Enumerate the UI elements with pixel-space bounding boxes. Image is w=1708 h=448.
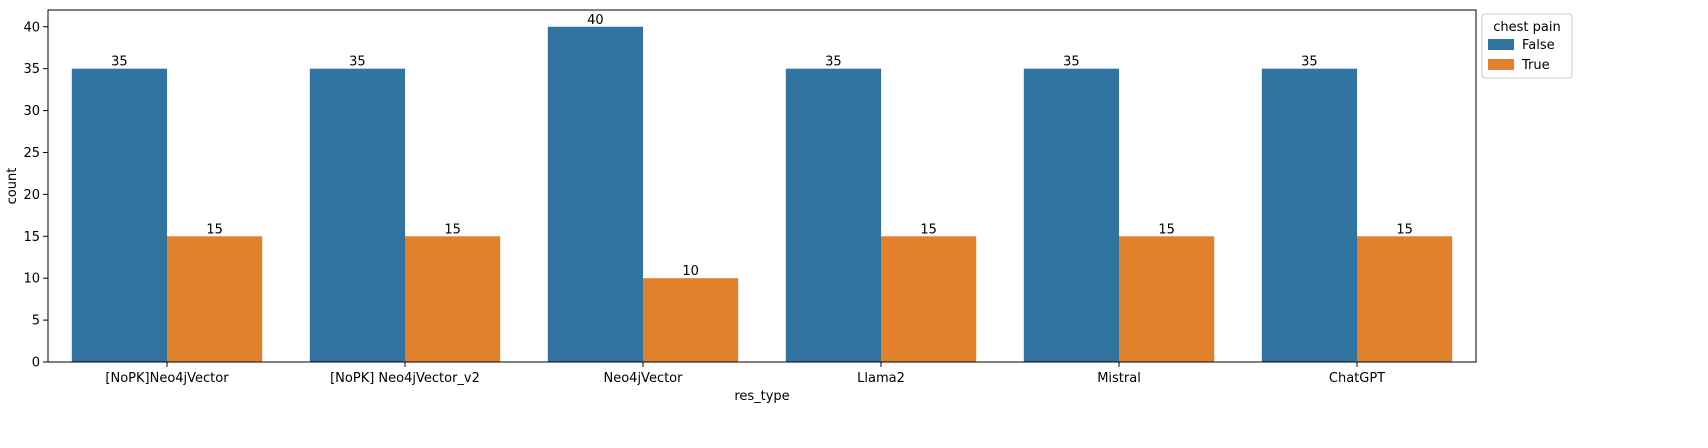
bar-value-label: 15 xyxy=(1158,222,1175,237)
x-tick-label: [NoPK]Neo4jVector xyxy=(105,371,229,386)
x-tick-label: Neo4jVector xyxy=(604,371,684,386)
bar-true-4 xyxy=(1119,236,1215,362)
bar-value-label: 40 xyxy=(587,13,604,28)
bar-true-1 xyxy=(405,236,501,362)
y-axis: 0 5 10 15 20 25 30 35 40 xyxy=(23,20,48,371)
x-axis-title: res_type xyxy=(734,389,789,404)
bar-value-label: 35 xyxy=(111,55,128,70)
y-tick-label: 15 xyxy=(23,230,40,245)
bar-value-label: 15 xyxy=(444,222,461,237)
bar-value-label: 35 xyxy=(349,55,366,70)
legend: chest pain False True xyxy=(1481,13,1573,79)
legend-title: chest pain xyxy=(1493,20,1560,35)
y-tick-label: 10 xyxy=(23,272,40,287)
y-axis-title: count xyxy=(5,168,20,205)
legend-label-true: True xyxy=(1521,58,1550,73)
y-tick-label: 20 xyxy=(23,188,40,203)
bar-false-5 xyxy=(1261,68,1357,363)
plot-frame xyxy=(47,9,1477,363)
bar-value-label: 35 xyxy=(825,55,842,70)
bar-false-0 xyxy=(71,68,167,363)
bar-true-5 xyxy=(1357,236,1453,362)
y-tick-label: 0 xyxy=(32,356,40,371)
legend-swatch-false xyxy=(1488,39,1514,50)
bar-true-0 xyxy=(167,236,263,362)
legend-items: False True xyxy=(1488,38,1555,73)
bar-value-label: 15 xyxy=(206,222,223,237)
y-tick-label: 40 xyxy=(23,20,40,35)
bar-value-label: 15 xyxy=(1396,222,1413,237)
bar-value-label: 15 xyxy=(920,222,937,237)
bar-value-label: 35 xyxy=(1063,55,1080,70)
bar-false-3 xyxy=(785,68,881,363)
x-tick-label: ChatGPT xyxy=(1329,371,1385,386)
bar-false-1 xyxy=(309,68,405,363)
x-tick-label: Llama2 xyxy=(857,371,905,386)
y-tick-label: 25 xyxy=(23,146,40,161)
bar-false-2 xyxy=(547,26,643,363)
bar-true-2 xyxy=(643,278,739,362)
bar-false-4 xyxy=(1023,68,1119,363)
y-tick-label: 5 xyxy=(32,314,40,329)
y-tick-label: 30 xyxy=(23,104,40,119)
bar-labels-layer: 35 15 35 15 40 10 35 15 35 15 35 15 xyxy=(111,13,1413,279)
legend-label-false: False xyxy=(1522,38,1555,53)
x-tick-label: [NoPK] Neo4jVector_v2 xyxy=(330,371,480,386)
bar-value-label: 10 xyxy=(682,264,699,279)
bar-true-3 xyxy=(881,236,977,362)
bar-value-label: 35 xyxy=(1301,55,1318,70)
x-axis: [NoPK]Neo4jVector [NoPK] Neo4jVector_v2 Ne… xyxy=(105,362,1385,386)
legend-swatch-true xyxy=(1488,59,1514,70)
bars-layer xyxy=(71,26,1453,363)
y-tick-label: 35 xyxy=(23,62,40,77)
x-tick-label: Mistral xyxy=(1097,371,1141,386)
